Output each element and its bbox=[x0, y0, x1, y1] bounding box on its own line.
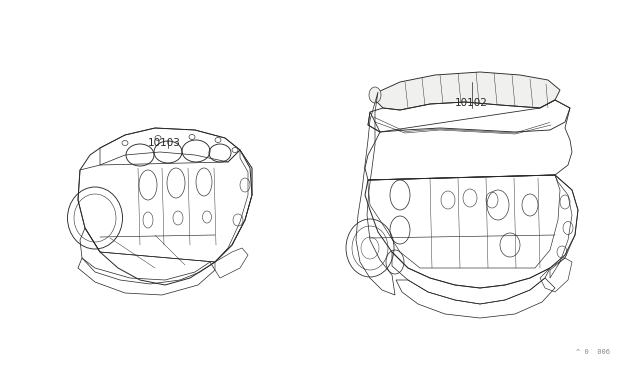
Polygon shape bbox=[375, 72, 560, 110]
Text: ^ 0  006: ^ 0 006 bbox=[576, 349, 610, 355]
Text: 10103: 10103 bbox=[148, 138, 181, 148]
Text: 10102: 10102 bbox=[455, 98, 488, 108]
Ellipse shape bbox=[369, 87, 381, 103]
